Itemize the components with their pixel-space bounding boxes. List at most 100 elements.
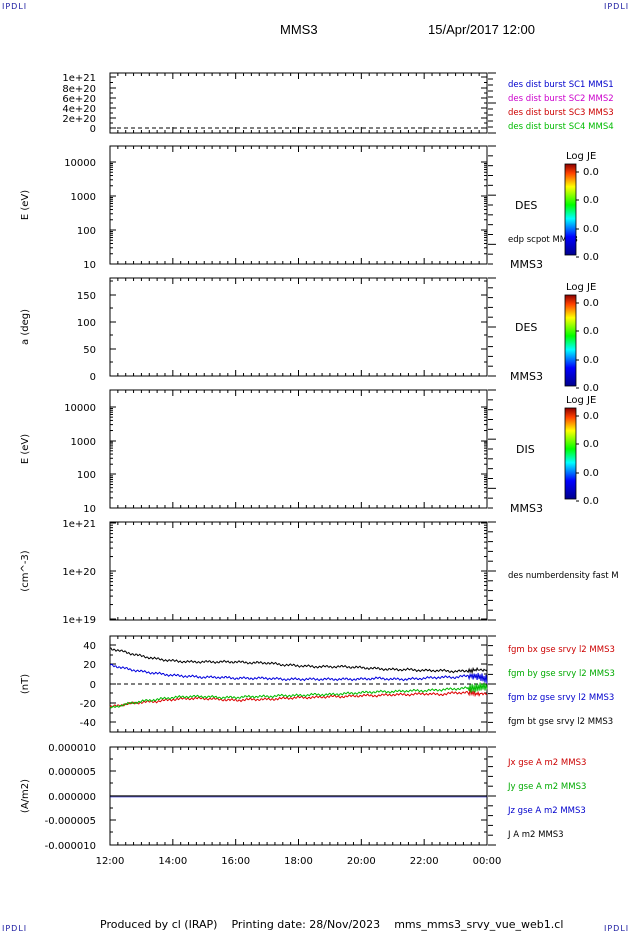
fgm-panel-ytick-label: 0 xyxy=(90,680,96,691)
density-panel-frame xyxy=(109,521,488,621)
time-tick-label: 16:00 xyxy=(221,856,250,867)
fgm-series-line xyxy=(109,682,488,709)
colorbar-des-energy-bar xyxy=(564,163,577,256)
corner-label-top-left: IPDLI xyxy=(2,2,28,11)
dist-panel-ytick-label: 4e+20 xyxy=(62,104,96,115)
time-tick-label: 00:00 xyxy=(473,856,502,867)
des-pitch-panel-ytick-label: 50 xyxy=(83,345,96,356)
dist-panel-ytick-label: 0 xyxy=(90,124,96,135)
fgm-legend-entry: fgm bz gse srvy l2 MMS3 xyxy=(508,693,614,703)
fgm-legend-entry: fgm bt gse srvy l2 MMS3 xyxy=(508,717,613,727)
colorbar-des-energy-tick-label: 0.0 xyxy=(583,252,599,263)
dist-panel-ytick-label: 1e+21 xyxy=(62,73,96,84)
corner-label-bottom-right: IPDLI xyxy=(604,924,630,933)
dis-energy-panel-ytick-label: 10000 xyxy=(64,403,96,414)
corner-label-bottom-left: IPDLI xyxy=(2,924,28,933)
des-energy-extra-label: edp scpot MMS3 xyxy=(508,235,578,245)
colorbar-des-energy-tick-label: 0.0 xyxy=(583,195,599,206)
fgm-series-line xyxy=(109,689,488,708)
colorbar-dis-energy-tick-label: 0.0 xyxy=(583,411,599,422)
time-tick-label: 18:00 xyxy=(284,856,313,867)
footer-plot-name: mms_mms3_srvy_vue_web1.cl xyxy=(394,918,564,931)
dist-panel-ytick-label: 6e+20 xyxy=(62,94,96,105)
time-tick-label: 22:00 xyxy=(410,856,439,867)
density-ylabel: (cm^-3) xyxy=(20,550,31,591)
des-energy-ylabel: E (eV) xyxy=(20,190,31,220)
fgm-legend-entry: fgm by gse srvy l2 MMS3 xyxy=(508,669,615,679)
footer: Produced by cl (IRAP) Printing date: 28/… xyxy=(100,918,563,931)
dist-legend-entry: des dist burst SC3 MMS3 xyxy=(508,108,614,118)
datetime-title: 15/Apr/2017 12:00 xyxy=(428,22,535,37)
current-panel-ytick-label: -0.000010 xyxy=(45,841,96,852)
fgm-series-line xyxy=(109,663,488,684)
colorbar-dis-energy-tick-label: 0.0 xyxy=(583,496,599,507)
fgm-ylabel: (nT) xyxy=(20,674,31,694)
density-legend-entry: des numberdensity fast M xyxy=(508,571,619,581)
dis-energy-panel-ytick-label: 10 xyxy=(83,504,96,515)
current-legend-entry: Jx gse A m2 MMS3 xyxy=(507,758,586,768)
colorbar-des-pitch-title: Log JE xyxy=(566,282,596,293)
footer-printing-date: Printing date: 28/Nov/2023 xyxy=(231,918,381,931)
dis-energy-panel-ytick-label: 1000 xyxy=(71,437,96,448)
des-pitch-spacecraft: MMS3 xyxy=(510,370,543,383)
fgm-panel-ytick-label: -20 xyxy=(80,699,96,710)
colorbar-des-pitch-bar xyxy=(564,294,577,387)
dis-energy-panel-frame xyxy=(109,389,488,509)
des-pitch-ylabel: a (deg) xyxy=(20,309,31,345)
density-panel-ytick-label: 1e+19 xyxy=(62,615,96,626)
dis-energy-panel-ytick-label: 100 xyxy=(77,470,96,481)
fgm-panel-ytick-label: 40 xyxy=(83,641,96,652)
time-tick-label: 20:00 xyxy=(347,856,376,867)
current-ylabel: (A/m2) xyxy=(20,779,31,813)
fgm-series-line xyxy=(109,647,488,675)
dist-panel-ytick-label: 2e+20 xyxy=(62,114,96,125)
colorbar-des-pitch-tick-label: 0.0 xyxy=(583,298,599,309)
corner-label-top-right: IPDLI xyxy=(604,2,630,11)
colorbar-des-pitch-tick-label: 0.0 xyxy=(583,326,599,337)
current-panel-ytick-label: 0.000000 xyxy=(48,792,96,803)
des-pitch-panel-frame xyxy=(109,277,488,377)
dis-energy-instrument: DIS xyxy=(516,443,535,456)
des-energy-panel-ytick-label: 1000 xyxy=(71,192,96,203)
colorbar-dis-energy-bar xyxy=(564,407,577,500)
density-panel-ytick-label: 1e+20 xyxy=(62,567,96,578)
current-panel-ytick-label: 0.000005 xyxy=(48,767,96,778)
current-panel-ytick-label: 0.000010 xyxy=(48,743,96,754)
current-legend-entry: Jz gse A m2 MMS3 xyxy=(507,806,586,816)
colorbar-des-energy-tick-label: 0.0 xyxy=(583,167,599,178)
dist-legend-entry: des dist burst SC2 MMS2 xyxy=(508,94,614,104)
fgm-panel-ytick-label: -40 xyxy=(80,718,96,729)
dist-panel-frame xyxy=(109,72,488,134)
time-tick-label: 14:00 xyxy=(158,856,187,867)
des-energy-panel-ytick-label: 100 xyxy=(77,226,96,237)
fgm-legend-entry: fgm bx gse srvy l2 MMS3 xyxy=(508,645,615,655)
current-legend-entry: Jy gse A m2 MMS3 xyxy=(507,782,586,792)
des-energy-instrument: DES xyxy=(515,199,537,212)
footer-produced-by: Produced by cl (IRAP) xyxy=(100,918,218,931)
des-pitch-panel-ytick-label: 150 xyxy=(77,291,96,302)
des-pitch-instrument: DES xyxy=(515,321,537,334)
colorbar-des-pitch-tick-label: 0.0 xyxy=(583,383,599,394)
time-tick-label: 12:00 xyxy=(96,856,125,867)
colorbar-dis-energy-tick-label: 0.0 xyxy=(583,439,599,450)
des-energy-panel-ytick-label: 10 xyxy=(83,260,96,271)
colorbar-des-energy-tick-label: 0.0 xyxy=(583,224,599,235)
dist-legend-entry: des dist burst SC4 MMS4 xyxy=(508,122,614,132)
spacecraft-title: MMS3 xyxy=(280,22,318,37)
current-legend-entry: J A m2 MMS3 xyxy=(507,830,564,840)
dist-panel-ytick-label: 8e+20 xyxy=(62,84,96,95)
colorbar-des-pitch-tick-label: 0.0 xyxy=(583,355,599,366)
des-energy-spacecraft: MMS3 xyxy=(510,258,543,271)
colorbar-dis-energy-title: Log JE xyxy=(566,395,596,406)
current-panel-ytick-label: -0.000005 xyxy=(45,816,96,827)
des-energy-panel-ytick-label: 10000 xyxy=(64,158,96,169)
colorbar-dis-energy-tick-label: 0.0 xyxy=(583,468,599,479)
density-panel-ytick-label: 1e+21 xyxy=(62,519,96,530)
fgm-panel-ytick-label: 20 xyxy=(83,660,96,671)
des-pitch-panel-ytick-label: 100 xyxy=(77,318,96,329)
des-pitch-panel-ytick-label: 0 xyxy=(90,372,96,383)
dist-legend-entry: des dist burst SC1 MMS1 xyxy=(508,80,614,90)
des-energy-panel-frame xyxy=(109,145,488,265)
dis-energy-ylabel: E (eV) xyxy=(20,434,31,464)
